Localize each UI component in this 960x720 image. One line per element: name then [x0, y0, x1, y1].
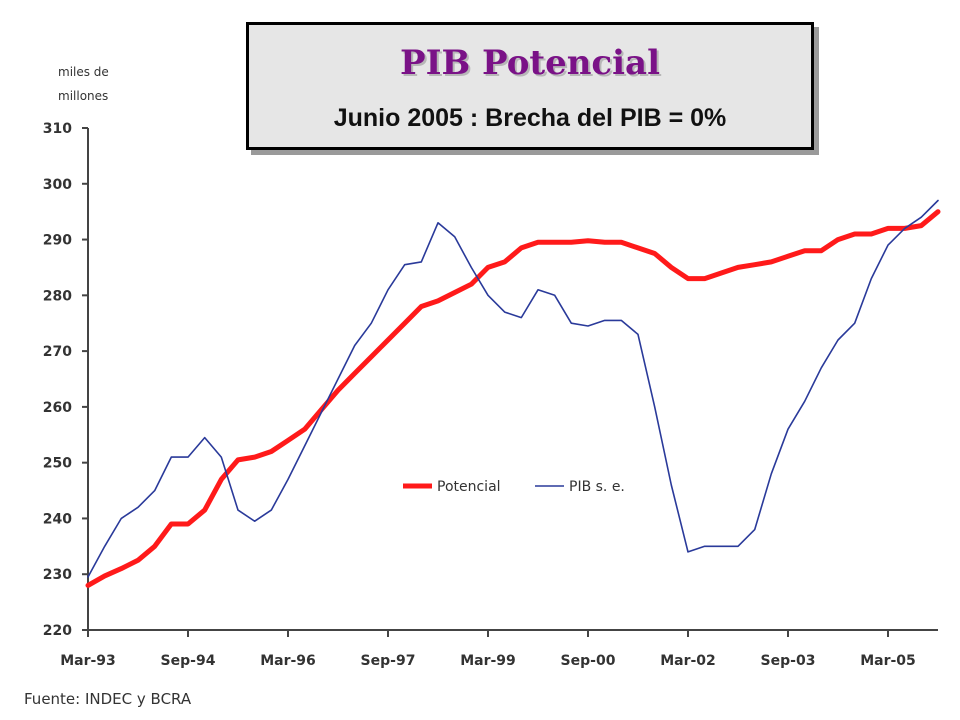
chart-title: PIB Potencial — [400, 43, 660, 83]
y-tick-label: 230 — [43, 567, 72, 583]
title-box: PIB Potencial Junio 2005 : Brecha del PI… — [246, 22, 814, 150]
y-axis-unit-line2: millones — [58, 89, 109, 103]
y-tick-label: 310 — [43, 121, 72, 137]
y-tick-label: 280 — [43, 288, 72, 304]
series-line-potencial — [85, 209, 941, 588]
y-tick-label: 260 — [43, 400, 72, 416]
y-tick-label: 270 — [43, 344, 72, 360]
y-axis-unit-line1: miles de — [58, 65, 109, 79]
y-tick-label: 220 — [43, 623, 72, 639]
legend-label-potencial: Potencial — [437, 479, 501, 495]
axes: 220 230 240 250 260 270 280 290 300 310 Mar-93 Sep-… — [43, 121, 938, 669]
series-line-pib — [87, 199, 939, 578]
legend-label-pib: PIB s. e. — [569, 479, 625, 495]
x-tick-label: Mar-96 — [260, 653, 316, 669]
chart-subtitle: Junio 2005 : Brecha del PIB = 0% — [333, 104, 727, 132]
x-tick-label: Sep-94 — [161, 653, 216, 669]
y-tick-label: 240 — [43, 511, 72, 527]
x-tick-label: Mar-99 — [460, 653, 516, 669]
series-lines — [85, 199, 941, 588]
x-tick-label: Sep-03 — [761, 653, 816, 669]
y-axis-unit-label: miles de millones — [58, 60, 148, 108]
x-tick-label: Sep-97 — [361, 653, 416, 669]
y-tick-label: 290 — [43, 233, 72, 249]
x-tick-label: Mar-05 — [860, 653, 916, 669]
source-note: Fuente: INDEC y BCRA — [24, 690, 192, 708]
y-tick-label: 250 — [43, 456, 72, 472]
y-tick-label: 300 — [43, 177, 72, 193]
x-tick-label: Sep-00 — [561, 653, 616, 669]
x-tick-label: Mar-02 — [660, 653, 716, 669]
x-tick-label: Mar-93 — [60, 653, 116, 669]
legend: Potencial PIB s. e. — [403, 479, 625, 495]
